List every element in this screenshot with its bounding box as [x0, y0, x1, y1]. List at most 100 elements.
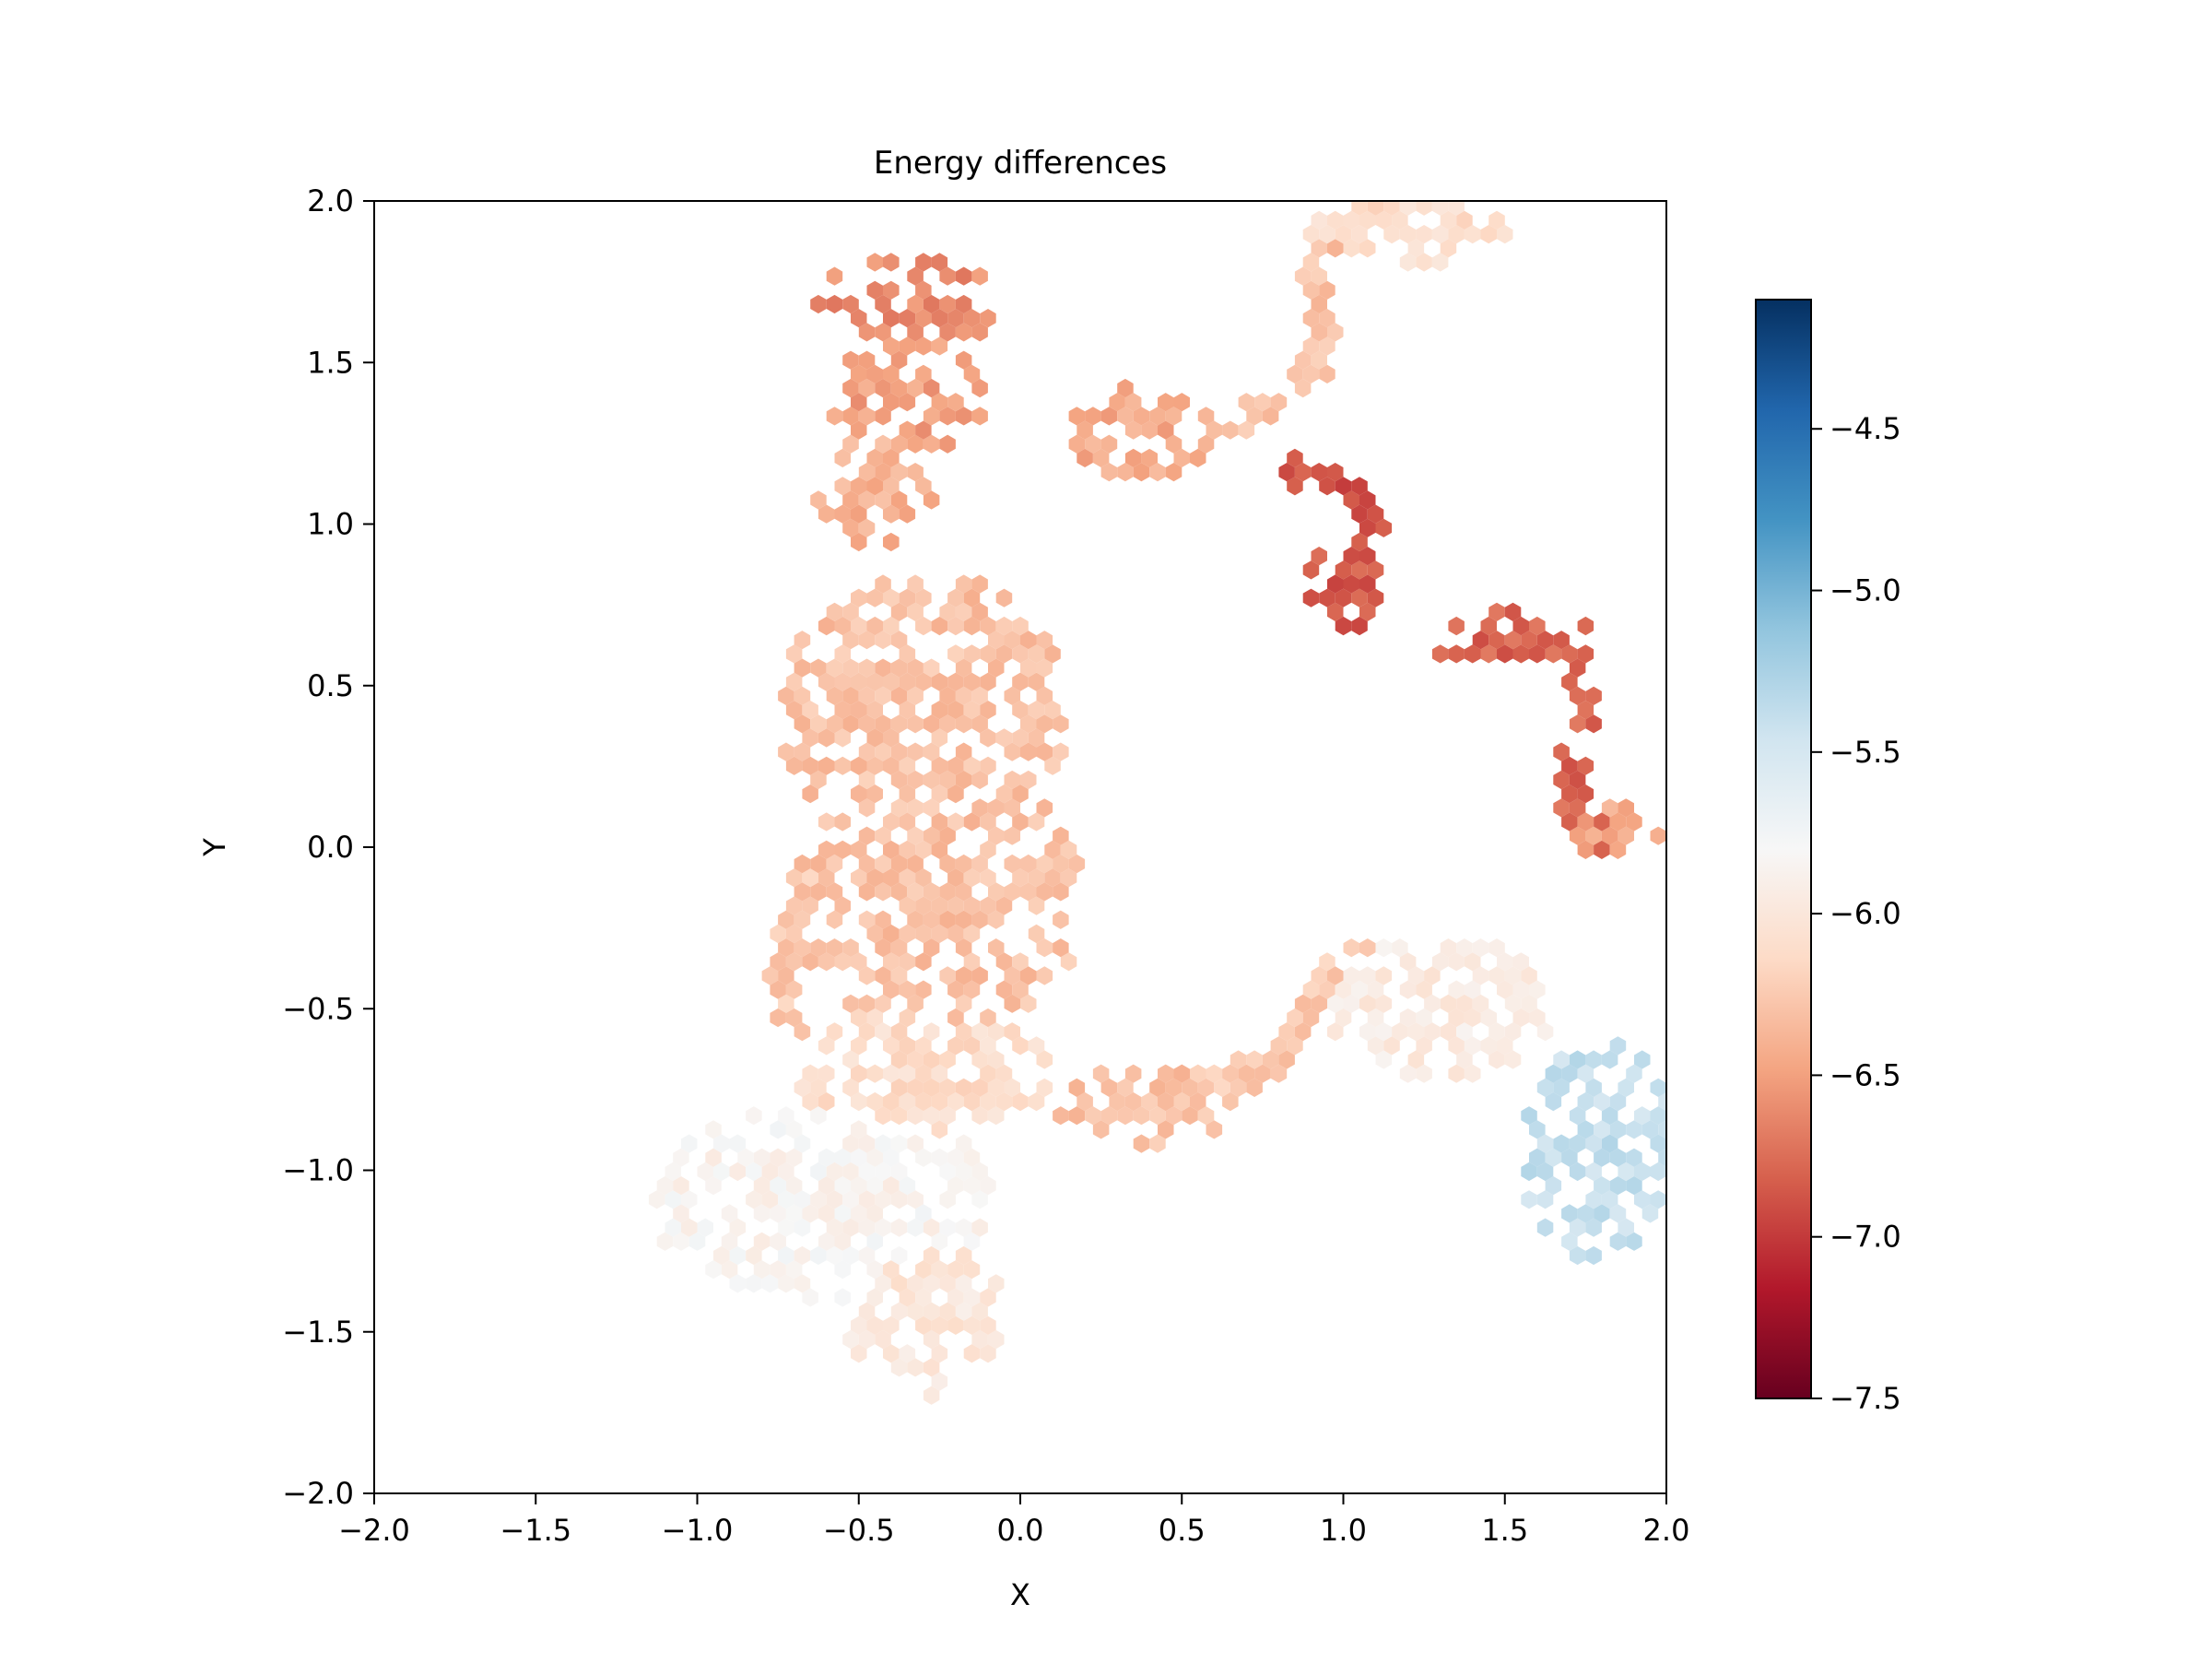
hexbin-cell — [963, 588, 981, 607]
hexbin-cell — [1044, 756, 1061, 775]
hexbin-cell — [963, 644, 981, 664]
hexbin-cell — [1287, 364, 1303, 383]
hexbin-cell — [947, 1091, 964, 1112]
hexbin-cell — [1311, 266, 1327, 286]
hexbin-cell — [971, 1078, 988, 1097]
hexbin-cell — [737, 1148, 754, 1167]
hexbin-cell — [1594, 840, 1610, 859]
hexbin-cell — [1383, 225, 1400, 244]
hexbin-cell — [794, 658, 811, 678]
hexbin-cell — [866, 1064, 883, 1083]
hexbin-cell — [826, 686, 843, 705]
hexbin-cell — [875, 1218, 891, 1237]
hexbin-cell — [1311, 994, 1327, 1013]
hexbin-cell — [1601, 826, 1618, 845]
hexbin-cell — [1254, 393, 1271, 412]
hexbin-cell — [1100, 434, 1118, 454]
hexbin-cell — [794, 938, 811, 958]
hexbin-cell — [1100, 1106, 1118, 1126]
hexbin-cell — [875, 1274, 891, 1293]
hexbin-cell — [915, 1260, 932, 1280]
hexbin-cell — [899, 1176, 916, 1196]
hexbin-cell — [834, 504, 851, 524]
hexbin-cell — [947, 309, 964, 328]
hexbin-cell — [794, 631, 811, 650]
y-tick-label: 0.0 — [307, 830, 354, 865]
x-tick-label: 1.0 — [1320, 1513, 1367, 1548]
hexbin-cell — [980, 1176, 996, 1196]
hexbin-cell — [915, 924, 932, 944]
hexbin-cell — [1577, 812, 1594, 832]
hexbin-cell — [955, 770, 972, 790]
hexbin-cell — [1165, 1078, 1182, 1097]
hexbin-cell — [858, 686, 876, 705]
hexbin-cell — [1302, 1008, 1320, 1028]
hexbin-cell — [980, 812, 996, 832]
hexbin-cell — [1399, 980, 1417, 999]
hexbin-cell — [1068, 434, 1086, 454]
hexbin-cell — [955, 882, 972, 902]
hexbin-cell — [810, 714, 827, 734]
hexbin-cell — [818, 1176, 835, 1196]
hexbin-cell — [851, 1120, 867, 1139]
hexbin-cell — [1246, 407, 1263, 426]
hexbin-cell — [866, 701, 883, 720]
hexbin-cell — [1109, 393, 1125, 412]
hexbin-cell — [834, 1204, 851, 1223]
hexbin-cell — [770, 1204, 786, 1223]
hexbin-cell — [915, 1315, 932, 1335]
hexbin-cell — [1302, 253, 1320, 272]
hexbin-cell — [907, 1274, 924, 1293]
hexbin-cell — [890, 1050, 908, 1069]
hexbin-cell — [1399, 1064, 1417, 1083]
hexbin-cell — [1609, 1232, 1627, 1251]
hexbin-cell — [818, 868, 835, 888]
hexbin-cell — [955, 854, 972, 874]
hexbin-cell — [1149, 1078, 1166, 1097]
hexbin-cell — [1601, 1050, 1618, 1069]
hexbin-cell — [1287, 477, 1303, 496]
hexbin-cell — [818, 1232, 835, 1251]
hexbin-cell — [1335, 616, 1352, 636]
hexbin-cell — [899, 1288, 916, 1307]
hexbin-cell — [1464, 952, 1481, 972]
hexbin-cell — [931, 701, 948, 720]
colorbar-tick-label: −4.5 — [1830, 411, 1901, 446]
hexbin-cell — [890, 658, 908, 678]
hexbin-cell — [1197, 434, 1215, 454]
hexbin-cell — [1431, 952, 1449, 972]
hexbin-cell — [866, 1288, 883, 1307]
hexbin-cell — [851, 784, 867, 804]
hexbin-cell — [1004, 826, 1020, 845]
hexbin-cell — [1351, 588, 1368, 607]
hexbin-cell — [931, 393, 948, 412]
hexbin-cell — [875, 463, 891, 482]
hexbin-cell — [971, 266, 988, 286]
hexbin-cell — [753, 1148, 771, 1167]
hexbin-cell — [1117, 463, 1134, 482]
hexbin-cell — [1529, 980, 1546, 999]
hexbin-cell — [1270, 1064, 1288, 1083]
hexbin-cell — [1609, 1120, 1627, 1139]
hexbin-cell — [858, 1022, 876, 1042]
hexbin-cell — [963, 364, 981, 383]
hexbin-cell — [1569, 826, 1586, 845]
hexbin-cell — [980, 728, 996, 748]
hexbin-cell — [1512, 952, 1529, 972]
hexbin-cell — [778, 1190, 794, 1209]
hexbin-cell — [778, 1218, 794, 1237]
hexbin-cell — [1431, 644, 1449, 664]
hexbin-cell — [851, 672, 867, 691]
hexbin-cell — [1569, 1245, 1586, 1266]
hexbin-cell — [1238, 420, 1255, 440]
hexbin-cell — [923, 1274, 940, 1293]
hexbin-cell — [1319, 588, 1335, 607]
hexbin-cell — [1294, 1022, 1312, 1042]
hexbin-cell — [688, 1232, 706, 1251]
hexbin-cell — [1012, 728, 1029, 748]
x-tick-label: 0.5 — [1159, 1513, 1206, 1548]
hexbin-cell — [1529, 1008, 1546, 1028]
hexbin-cell — [883, 477, 900, 496]
hexbin-cell — [1149, 463, 1166, 482]
hexbin-cell — [842, 1218, 859, 1237]
